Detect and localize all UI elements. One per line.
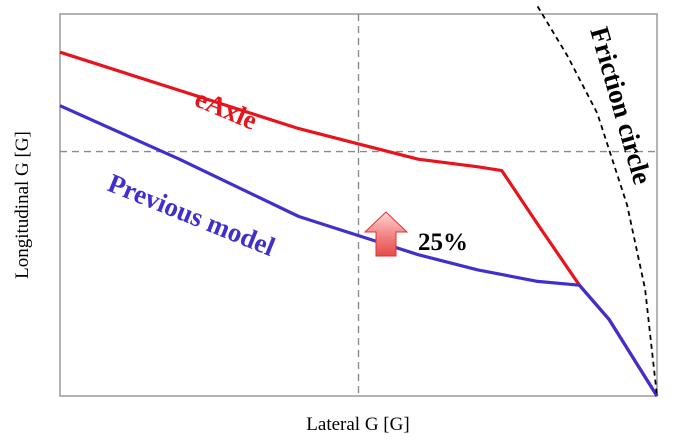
y-axis-label: Longitudinal G [G] <box>12 131 33 279</box>
increase-annotation: 25% <box>418 229 468 256</box>
up-arrow-icon <box>363 211 409 257</box>
x-axis-label: Lateral G [G] <box>306 414 409 435</box>
friction-circle-curve <box>536 5 658 397</box>
previous-model-curve <box>59 104 659 397</box>
